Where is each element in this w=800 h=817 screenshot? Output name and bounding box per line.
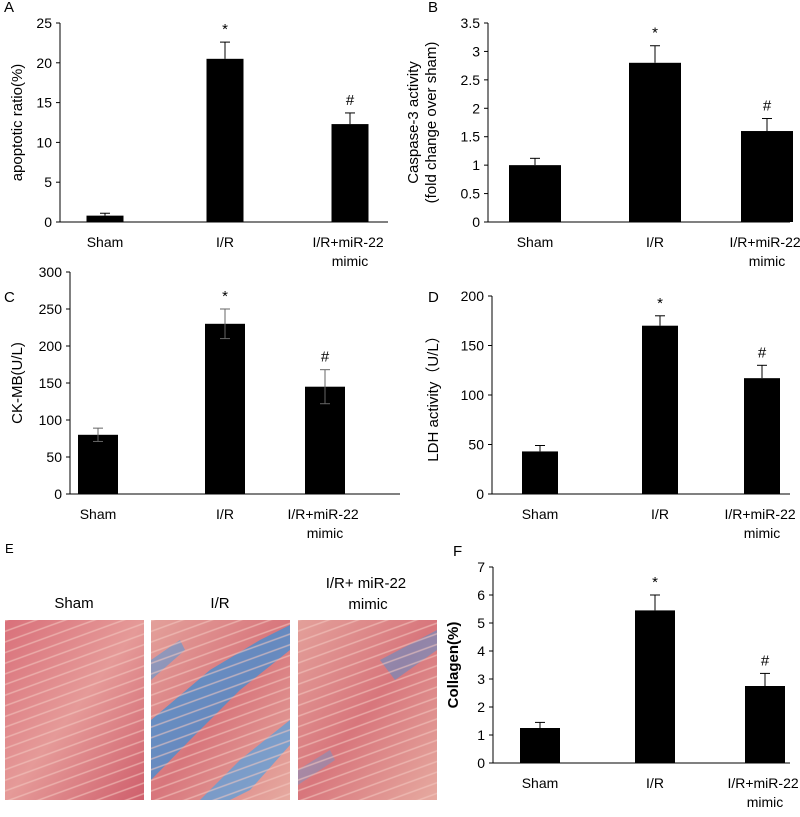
- x-tick-label: I/R: [646, 775, 664, 791]
- y-tick-label: 20: [36, 55, 52, 71]
- y-tick-label: 6: [477, 587, 485, 603]
- y-tick-label: 1: [477, 727, 485, 743]
- x-tick-label: Sham: [517, 234, 554, 250]
- bar: [86, 215, 124, 222]
- y-tick-label: 25: [36, 15, 52, 31]
- y-axis-label: Collagen(%): [445, 622, 462, 709]
- panel-label: D: [428, 289, 439, 306]
- y-tick-label: 150: [39, 375, 63, 391]
- x-tick-label: I/R+miR-22 mimic: [729, 234, 800, 269]
- bar: [629, 62, 681, 222]
- y-tick-label: 0: [476, 486, 484, 502]
- bar: [741, 131, 793, 222]
- y-tick-label: 0: [472, 214, 480, 230]
- y-tick-label: 200: [39, 338, 63, 354]
- x-tick-label: Sham: [522, 506, 559, 522]
- y-axis-label: LDH activity（U/L）: [425, 328, 442, 461]
- y-axis-label: CK-MB(U/L): [9, 342, 26, 424]
- y-tick-label: 100: [39, 412, 63, 428]
- significance-marker: *: [652, 25, 658, 42]
- y-tick-label: 4: [477, 643, 485, 659]
- x-tick-label: I/R: [651, 506, 669, 522]
- y-axis-label: apoptotic ratio(%): [9, 64, 26, 182]
- y-tick-label: 0.5: [461, 186, 481, 202]
- x-tick-label: I/R+miR-22 mimic: [312, 234, 387, 269]
- y-tick-label: 1: [472, 157, 480, 173]
- y-tick-label: 2.5: [461, 72, 481, 88]
- panel-label: F: [453, 543, 462, 560]
- y-tick-label: 1.5: [461, 129, 481, 145]
- panel-label: B: [428, 0, 438, 16]
- significance-marker: #: [346, 92, 355, 109]
- bar: [642, 325, 678, 494]
- image-title: Sham: [54, 595, 93, 612]
- bar: [745, 686, 785, 763]
- y-axis-label: (fold change over sham): [423, 42, 440, 204]
- x-tick-label: I/R: [216, 234, 234, 250]
- x-tick-label: Sham: [87, 234, 124, 250]
- y-tick-label: 0: [54, 486, 62, 502]
- y-tick-label: 5: [477, 615, 485, 631]
- bar: [744, 378, 780, 494]
- y-tick-label: 50: [46, 449, 62, 465]
- bar: [635, 610, 675, 763]
- x-tick-label: I/R+miR-22 mimic: [724, 506, 799, 541]
- bar: [205, 323, 245, 494]
- significance-marker: #: [763, 98, 772, 115]
- y-tick-label: 2: [472, 100, 480, 116]
- significance-marker: #: [761, 652, 770, 669]
- histology-images: [5, 620, 437, 800]
- y-tick-label: 100: [461, 387, 485, 403]
- x-tick-label: I/R: [216, 506, 234, 522]
- image-title: I/R: [210, 595, 229, 612]
- y-tick-label: 3: [477, 671, 485, 687]
- y-tick-label: 10: [36, 134, 52, 150]
- y-tick-label: 200: [461, 288, 485, 304]
- y-axis-label: Caspase-3 activity: [405, 61, 422, 184]
- significance-marker: *: [222, 21, 228, 38]
- bar: [520, 728, 560, 763]
- y-tick-label: 5: [44, 174, 52, 190]
- y-tick-label: 300: [39, 264, 63, 280]
- significance-marker: *: [222, 288, 228, 305]
- panel-label: E: [5, 541, 14, 556]
- y-tick-label: 250: [39, 301, 63, 317]
- x-tick-label: I/R+miR-22 mimic: [287, 506, 362, 541]
- y-tick-label: 7: [477, 559, 485, 575]
- significance-marker: *: [657, 295, 663, 312]
- y-tick-label: 3.5: [461, 15, 481, 31]
- bar: [206, 58, 244, 222]
- bar: [305, 386, 345, 494]
- x-tick-label: Sham: [80, 506, 117, 522]
- significance-marker: #: [758, 344, 767, 361]
- y-tick-label: 2: [477, 699, 485, 715]
- x-tick-label: Sham: [522, 775, 559, 791]
- y-tick-label: 0: [44, 214, 52, 230]
- y-tick-label: 15: [36, 95, 52, 111]
- significance-marker: #: [321, 349, 330, 366]
- bar: [522, 451, 558, 494]
- image-title: I/R+ miR-22 mimic: [326, 575, 411, 613]
- y-tick-label: 50: [468, 437, 484, 453]
- y-tick-label: 0: [477, 755, 485, 771]
- panel-label: A: [4, 0, 14, 16]
- x-tick-label: I/R: [646, 234, 664, 250]
- y-tick-label: 150: [461, 338, 485, 354]
- bar: [331, 124, 369, 222]
- bar: [509, 165, 561, 222]
- bar: [78, 434, 118, 494]
- x-tick-label: I/R+miR-22 mimic: [727, 775, 800, 810]
- y-tick-label: 3: [472, 43, 480, 59]
- panel-label: C: [4, 289, 15, 306]
- significance-marker: *: [652, 574, 658, 591]
